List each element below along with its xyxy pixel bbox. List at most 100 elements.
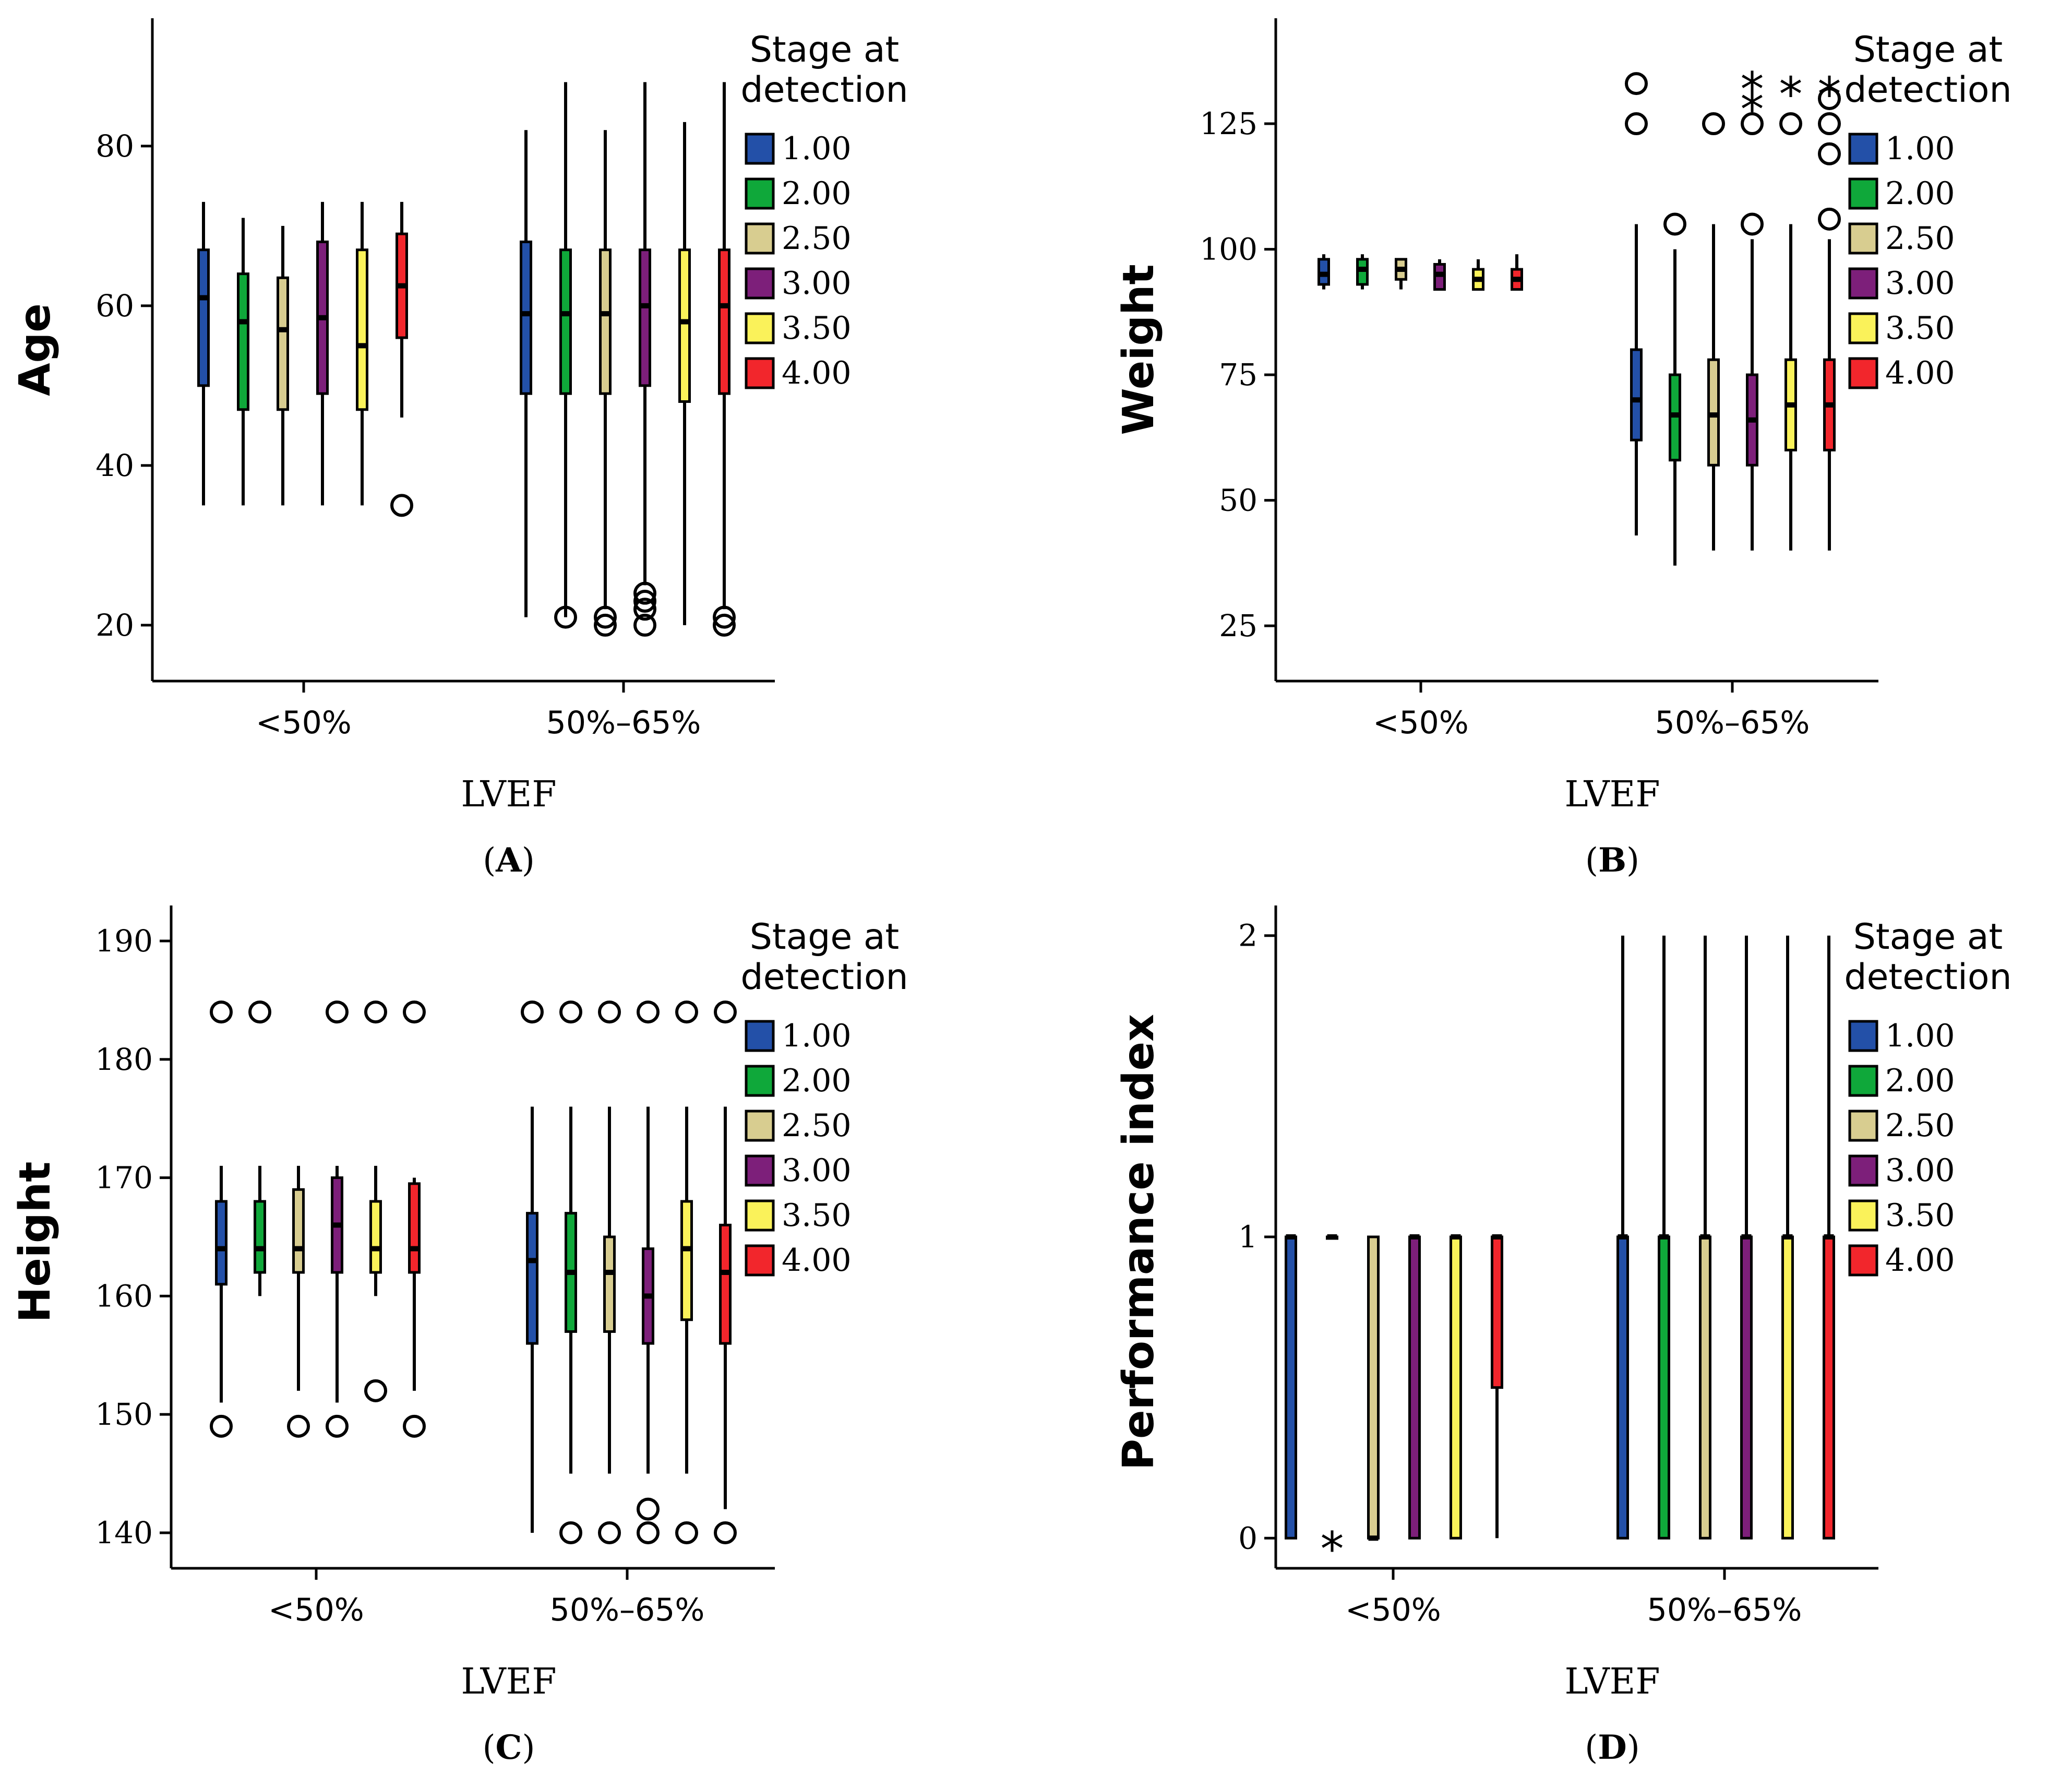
legend-title: Stage at xyxy=(1853,29,2003,70)
box-lt50-stage-2.50 xyxy=(287,1165,310,1438)
legend-label: 2.50 xyxy=(1885,1107,1955,1144)
box-iqr xyxy=(680,1200,693,1321)
box-iqr xyxy=(1285,1235,1297,1540)
y-tick-label: 100 xyxy=(1200,232,1257,267)
legend-swatch xyxy=(1848,1020,1878,1052)
outlier-point xyxy=(1702,112,1725,136)
legend-title: detection xyxy=(740,69,908,111)
outlier-point xyxy=(1663,212,1686,236)
outlier-point xyxy=(210,1000,233,1024)
panel-label: (A) xyxy=(483,841,535,880)
legend-label: 2.00 xyxy=(1885,175,1955,212)
box-lt50-stage-1.00 xyxy=(210,1000,233,1438)
box-iqr xyxy=(1450,1235,1462,1540)
outlier-point xyxy=(594,605,617,629)
box-50-65-stage-4.00 xyxy=(1823,935,1835,1540)
y-tick-label: 25 xyxy=(1219,608,1257,643)
legend-label: 3.00 xyxy=(782,265,852,302)
outlier-point xyxy=(1818,142,1841,165)
x-axis-title: LVEF xyxy=(1564,774,1660,815)
legend-swatch xyxy=(1848,357,1878,389)
box-lt50-stage-3.50 xyxy=(364,1000,387,1402)
y-tick-label: 1 xyxy=(1238,1219,1257,1255)
box-50-65-stage-3.50 xyxy=(675,1000,698,1544)
legend-swatch xyxy=(745,133,775,165)
outlier-point xyxy=(248,1000,271,1024)
outlier-point xyxy=(598,1521,621,1544)
outlier-point xyxy=(675,1521,698,1544)
box-lt50-stage-4.00 xyxy=(390,201,413,517)
box-iqr xyxy=(678,248,691,403)
legend-title: Stage at xyxy=(750,29,899,70)
outlier-point xyxy=(287,1414,310,1438)
outlier-point xyxy=(403,1414,426,1438)
box-iqr xyxy=(1781,1235,1794,1540)
box-lt50-stage-4.00 xyxy=(1491,1234,1503,1539)
legend-swatch xyxy=(745,1199,775,1232)
box-50-65-stage-3.00 xyxy=(633,82,656,637)
legend-swatch xyxy=(1848,133,1878,165)
legend-label: 2.00 xyxy=(1885,1063,1955,1099)
outlier-point xyxy=(713,613,736,637)
box-iqr xyxy=(603,1235,616,1333)
outlier-point xyxy=(554,605,577,629)
legend-swatch xyxy=(1848,1154,1878,1187)
box-iqr xyxy=(1408,1235,1421,1540)
box-iqr xyxy=(1491,1235,1503,1389)
legend-swatch xyxy=(1848,1110,1878,1142)
legend-label: 4.00 xyxy=(1885,1242,1955,1279)
outlier-point xyxy=(1625,112,1648,136)
x-tick-label: 50%–65% xyxy=(1655,705,1810,741)
box-lt50-stage-2.00 xyxy=(248,1000,271,1296)
legend-title: Stage at xyxy=(750,916,899,958)
box-50-65-stage-2.50 xyxy=(1702,112,1725,551)
legend-label: 2.50 xyxy=(782,1107,852,1144)
legend-label: 1.00 xyxy=(782,1018,852,1054)
box-50-65-stage-3.50 xyxy=(678,122,691,625)
x-tick-label: <50% xyxy=(1373,705,1469,741)
outlier-point xyxy=(1818,112,1841,136)
x-tick-label: <50% xyxy=(268,1592,364,1628)
y-tick-label: 75 xyxy=(1219,357,1257,392)
outlier-point xyxy=(1741,112,1764,136)
x-tick-label: 50%–65% xyxy=(550,1592,705,1628)
legend-swatch xyxy=(1848,177,1878,210)
x-tick-label: <50% xyxy=(1345,1592,1441,1628)
legend-label: 4.00 xyxy=(782,355,852,391)
outlier-point xyxy=(390,494,413,517)
y-tick-label: 140 xyxy=(95,1515,153,1551)
x-tick-label: 50%–65% xyxy=(1647,1592,1802,1628)
box-iqr xyxy=(292,1188,305,1274)
x-axis-title: LVEF xyxy=(461,1661,556,1702)
outlier-point xyxy=(521,1000,544,1024)
panel-label: (B) xyxy=(1585,841,1639,880)
legend-label: 4.00 xyxy=(782,1242,852,1279)
y-tick-label: 50 xyxy=(1219,483,1257,518)
extreme-point: * xyxy=(1779,67,1803,122)
box-iqr xyxy=(1616,1235,1629,1540)
box-iqr xyxy=(408,1182,421,1274)
legend-title: detection xyxy=(1844,957,2011,998)
box-50-65-stage-3.00 xyxy=(1740,935,1753,1540)
box-50-65-stage-2.50 xyxy=(594,130,617,637)
outlier-point xyxy=(1779,112,1802,136)
box-lt50-stage-3.00 xyxy=(1433,259,1446,291)
box-iqr xyxy=(277,276,289,411)
outlier-point xyxy=(633,589,656,613)
box-50-65-stage-1.00 xyxy=(1625,72,1648,535)
legend-swatch xyxy=(1848,222,1878,255)
box-iqr xyxy=(1367,1235,1380,1540)
legend-title: detection xyxy=(1844,69,2011,111)
box-50-65-stage-2.00 xyxy=(554,82,577,629)
outlier-point xyxy=(637,1000,660,1024)
box-50-65-stage-1.00 xyxy=(521,1000,544,1533)
box-lt50-stage-1.00 xyxy=(1318,254,1330,290)
y-axis-title: Weight xyxy=(1114,264,1164,435)
y-axis-title: Age xyxy=(10,303,60,396)
outlier-point xyxy=(1625,72,1648,96)
legend-swatch xyxy=(745,1065,775,1097)
outlier-point xyxy=(1818,87,1841,110)
box-50-65-stage-1.00 xyxy=(1616,935,1629,1540)
outlier-point xyxy=(364,1379,387,1402)
legend-label: 3.50 xyxy=(1885,1197,1955,1234)
